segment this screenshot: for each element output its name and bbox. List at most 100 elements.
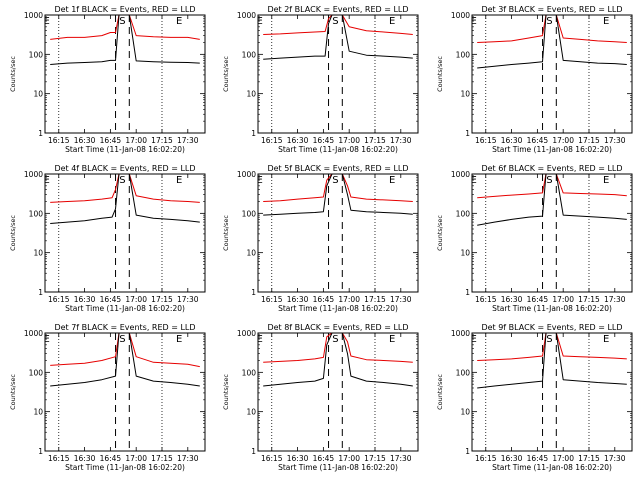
x-tick-label: 17:30 — [177, 136, 199, 145]
y-axis-label: Counts/sec — [222, 56, 230, 92]
y-tick-label: 10 — [33, 408, 43, 417]
y-tick-label: 1 — [251, 447, 256, 456]
panel-title: Det 1f BLACK = Events, RED = LLD — [54, 5, 195, 14]
interval-marker-s: S — [546, 175, 552, 186]
x-axis-label: Start Time (11-Jan-08 16:02:20) — [278, 145, 398, 154]
y-axis-label: Counts/sec — [436, 56, 444, 92]
x-axis-label: Start Time (11-Jan-08 16:02:20) — [278, 304, 398, 313]
x-tick-label: 16:30 — [501, 136, 523, 145]
x-tick-label: 17:15 — [151, 136, 173, 145]
x-axis-label: Start Time (11-Jan-08 16:02:20) — [65, 145, 185, 154]
x-tick-label: 16:15 — [475, 295, 497, 304]
x-tick-label: 16:30 — [74, 454, 96, 463]
interval-marker-s: S — [546, 334, 552, 345]
x-tick-label: 17:00 — [338, 136, 360, 145]
y-tick-label: 10 — [246, 249, 256, 258]
events-series-line — [263, 332, 413, 387]
y-tick-label: 1 — [465, 447, 470, 456]
panel-title: Det 2f BLACK = Events, RED = LLD — [267, 5, 408, 14]
plot-frame — [471, 332, 633, 452]
x-tick-label: 16:30 — [287, 295, 309, 304]
panel-title: Det 5f BLACK = Events, RED = LLD — [267, 164, 408, 173]
interval-marker-e: E — [176, 16, 182, 27]
panel-3: Det 3f BLACK = Events, RED = LLD 1 10 100 10… — [436, 5, 633, 154]
x-tick-label: 16:15 — [48, 136, 70, 145]
x-tick-label: 16:30 — [501, 295, 523, 304]
x-tick-label: 16:45 — [100, 454, 122, 463]
y-tick-label: 100 — [29, 50, 44, 59]
x-tick-label: 17:00 — [552, 454, 574, 463]
x-tick-label: 17:30 — [604, 136, 626, 145]
plot-frame — [44, 332, 206, 452]
y-tick-label: 1000 — [24, 11, 43, 20]
y-tick-label: 1 — [38, 129, 43, 138]
interval-marker-e: E — [257, 175, 263, 186]
interval-marker-s: S — [332, 175, 338, 186]
x-tick-label: 16:45 — [313, 136, 335, 145]
panel-2: Det 2f BLACK = Events, RED = LLD 1 10 100 10… — [222, 5, 419, 154]
interval-marker-e: E — [471, 334, 477, 345]
panel-6: Det 6f BLACK = Events, RED = LLD 1 10 100 10… — [436, 164, 633, 313]
x-axis-label: Start Time (11-Jan-08 16:02:20) — [65, 463, 185, 472]
interval-marker-e: E — [44, 175, 50, 186]
x-tick-label: 16:15 — [261, 295, 283, 304]
x-tick-label: 17:00 — [552, 295, 574, 304]
x-axis-label: Start Time (11-Jan-08 16:02:20) — [278, 463, 398, 472]
x-tick-label: 17:30 — [604, 454, 626, 463]
y-axis-label: Counts/sec — [222, 215, 230, 251]
y-tick-label: 1000 — [24, 170, 43, 179]
y-tick-label: 100 — [456, 50, 471, 59]
y-tick-label: 10 — [246, 408, 256, 417]
x-tick-label: 17:00 — [125, 454, 147, 463]
interval-marker-e: E — [176, 334, 182, 345]
interval-marker-e: E — [44, 334, 50, 345]
x-tick-label: 16:45 — [527, 295, 549, 304]
x-tick-label: 16:30 — [287, 136, 309, 145]
interval-marker-e: E — [471, 175, 477, 186]
x-tick-label: 17:00 — [552, 136, 574, 145]
y-tick-label: 10 — [33, 249, 43, 258]
y-tick-label: 1000 — [24, 329, 43, 338]
x-tick-label: 16:15 — [48, 295, 70, 304]
x-tick-label: 16:30 — [287, 454, 309, 463]
interval-marker-e: E — [389, 334, 395, 345]
x-tick-label: 16:45 — [100, 136, 122, 145]
x-tick-label: 16:30 — [74, 295, 96, 304]
events-series-line — [477, 332, 627, 389]
y-axis-label: Counts/sec — [436, 374, 444, 410]
x-tick-label: 16:45 — [313, 454, 335, 463]
x-tick-label: 16:30 — [501, 454, 523, 463]
x-axis-label: Start Time (11-Jan-08 16:02:20) — [65, 304, 185, 313]
panel-title: Det 4f BLACK = Events, RED = LLD — [54, 164, 195, 173]
y-tick-label: 100 — [242, 50, 257, 59]
interval-marker-e: E — [389, 16, 395, 27]
x-tick-label: 17:30 — [390, 454, 412, 463]
y-tick-label: 10 — [246, 90, 256, 99]
y-tick-label: 10 — [460, 249, 470, 258]
interval-marker-e: E — [257, 334, 263, 345]
plot-frame — [44, 14, 206, 134]
x-tick-label: 16:45 — [527, 454, 549, 463]
y-tick-label: 1 — [251, 129, 256, 138]
interval-marker-s: S — [332, 16, 338, 27]
x-tick-label: 17:15 — [151, 295, 173, 304]
y-tick-label: 100 — [242, 209, 257, 218]
x-tick-label: 17:15 — [151, 454, 173, 463]
interval-marker-e: E — [603, 16, 609, 27]
y-tick-label: 1 — [465, 288, 470, 297]
events-series-line — [263, 14, 413, 60]
events-series-line — [477, 173, 627, 226]
y-tick-label: 100 — [29, 209, 44, 218]
y-tick-label: 1000 — [237, 170, 256, 179]
panel-8: Det 8f BLACK = Events, RED = LLD 1 10 100 10… — [222, 323, 419, 472]
interval-marker-e: E — [603, 334, 609, 345]
y-tick-label: 1 — [251, 288, 256, 297]
x-tick-label: 17:00 — [338, 454, 360, 463]
plot-frame — [471, 14, 633, 134]
panel-title: Det 3f BLACK = Events, RED = LLD — [481, 5, 622, 14]
interval-marker-e: E — [603, 175, 609, 186]
interval-marker-s: S — [119, 334, 125, 345]
x-tick-label: 16:15 — [48, 454, 70, 463]
x-axis-label: Start Time (11-Jan-08 16:02:20) — [492, 304, 612, 313]
x-tick-label: 17:30 — [177, 454, 199, 463]
